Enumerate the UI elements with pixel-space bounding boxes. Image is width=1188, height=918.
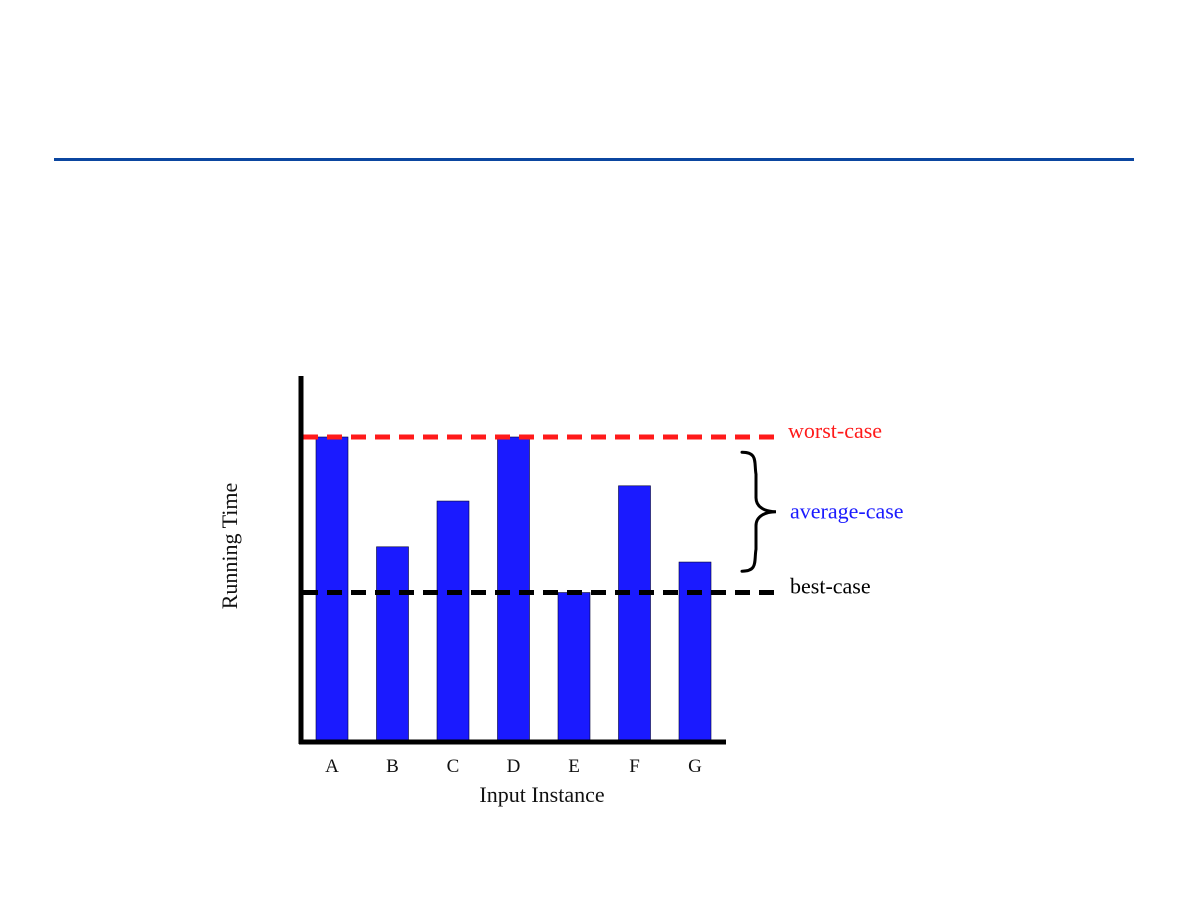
average-case-brace xyxy=(740,450,777,573)
bar-b xyxy=(376,546,409,743)
best-case-label: best-case xyxy=(790,574,871,599)
bar-a xyxy=(315,436,349,743)
reference-lines-group xyxy=(303,434,776,596)
title-rule xyxy=(54,158,1134,161)
bar-d xyxy=(497,436,530,743)
x-tick-label-b: B xyxy=(386,756,399,777)
bar-e xyxy=(557,592,591,743)
x-tick-label-a: A xyxy=(325,756,339,777)
bar-f xyxy=(618,485,651,743)
bar-c xyxy=(436,500,470,743)
x-axis-title: Input Instance xyxy=(479,782,604,807)
x-tick-label-c: C xyxy=(447,756,460,777)
x-tick-labels: A B C D E F G xyxy=(325,756,702,777)
x-tick-label-e: E xyxy=(568,756,580,777)
average-case-label: average-case xyxy=(790,499,904,524)
x-tick-label-f: F xyxy=(629,756,640,777)
bar-g xyxy=(678,561,712,743)
worst-case-label: worst-case xyxy=(788,418,882,443)
x-tick-label-d: D xyxy=(507,756,521,777)
bars-group xyxy=(315,436,712,743)
y-axis-title: Running Time xyxy=(217,483,242,610)
x-tick-label-g: G xyxy=(688,756,702,777)
